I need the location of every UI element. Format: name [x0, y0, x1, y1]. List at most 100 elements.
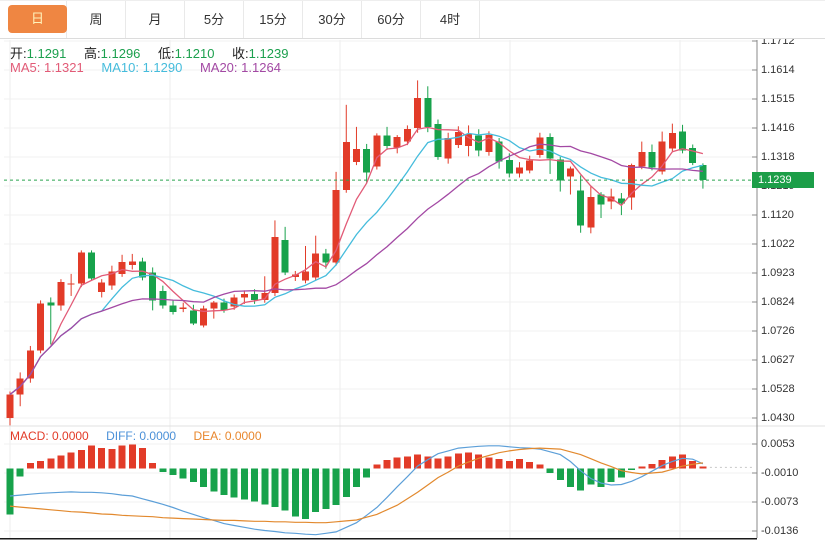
macd-bar: [26, 462, 34, 469]
candle-up: [128, 261, 136, 266]
macd-bar: [37, 461, 45, 469]
tab-day[interactable]: 日: [8, 5, 67, 33]
macd-bar: [607, 468, 615, 483]
tab-15min[interactable]: 15分: [244, 1, 303, 38]
tab-week[interactable]: 周: [67, 1, 126, 38]
candle-up: [57, 282, 65, 306]
candle-down: [495, 141, 503, 162]
candle-up: [658, 141, 666, 172]
candle-up: [240, 293, 248, 298]
macd-bar: [251, 468, 259, 502]
macd-bar: [373, 464, 381, 469]
dea-line: [9, 447, 703, 524]
candle-down: [220, 302, 228, 311]
candle-up: [210, 302, 218, 309]
candle-down: [424, 97, 432, 127]
price-axis-label: 1.0923: [761, 267, 795, 279]
timeframe-tabbar: 日 周 月 5分 15分 30分 60分 4时: [0, 1, 825, 39]
macd-bar: [128, 444, 136, 469]
macd-bar: [108, 449, 116, 469]
macd-bar: [189, 468, 197, 483]
macd-bar: [465, 452, 473, 469]
macd-bar: [628, 468, 636, 471]
macd-bar: [617, 468, 625, 478]
macd-bar: [281, 468, 289, 511]
macd-bar: [495, 459, 503, 469]
gridlines: [0, 40, 825, 538]
diff-value-readout: DIFF: 0.0000: [106, 429, 177, 443]
price-axis: [0, 40, 758, 540]
ma20-readout: MA20: 1.1264: [199, 60, 281, 75]
price-axis-label: 1.1614: [761, 64, 795, 76]
current-price-badge: 1.1239: [752, 172, 814, 188]
macd-bar: [6, 468, 14, 515]
candle-up: [373, 135, 381, 167]
tab-60min[interactable]: 60分: [362, 1, 421, 38]
candle-up: [638, 151, 646, 167]
candle-up: [485, 135, 493, 152]
price-axis-label: 1.1120: [761, 209, 794, 221]
macd-bar: [658, 460, 666, 469]
macd-bar: [169, 468, 177, 475]
candle-up: [179, 307, 187, 310]
macd-bar: [77, 449, 85, 469]
tab-4hour[interactable]: 4时: [421, 1, 480, 38]
macd-bar: [342, 468, 350, 497]
macd-bar: [403, 456, 411, 469]
ma20-line: [9, 143, 703, 396]
macd-bar: [546, 468, 554, 473]
ohlc-readout: 开:1.1291 高:1.1296 低:1.1210 收:1.1239: [10, 43, 302, 62]
candle-up: [302, 271, 310, 281]
macd-axis-label: -0.0010: [761, 467, 799, 479]
candle-up: [414, 97, 422, 128]
diff-line: [9, 445, 704, 536]
candle-down: [475, 135, 483, 151]
tab-30min[interactable]: 30分: [303, 1, 362, 38]
candle-down: [434, 123, 442, 157]
macd-bar: [118, 445, 126, 469]
candle-up: [352, 148, 360, 163]
close-readout: 收:1.1239: [232, 46, 289, 61]
candle-up: [403, 129, 411, 142]
candle-up: [200, 308, 208, 326]
tab-5min[interactable]: 5分: [185, 1, 244, 38]
candle-down: [159, 290, 167, 306]
candle-down: [505, 159, 513, 174]
macd-bar: [67, 452, 75, 469]
candle-up: [444, 138, 452, 159]
macd-bar: [149, 462, 157, 469]
macd-bar: [291, 468, 299, 517]
candle-down: [88, 252, 96, 279]
macd-bar: [526, 461, 534, 469]
candle-down: [617, 198, 625, 204]
macd-bar: [210, 468, 218, 492]
candle-up: [668, 132, 676, 149]
macd-bar: [16, 468, 24, 477]
candle-up: [628, 165, 636, 198]
candle-up: [271, 236, 279, 294]
price-axis-label: 1.1416: [761, 122, 795, 134]
macd-bar: [638, 466, 646, 469]
macd-bar: [444, 456, 452, 469]
macd-bar: [393, 457, 401, 469]
price-axis-label: 1.1515: [761, 93, 795, 105]
macd-bar: [475, 454, 483, 469]
macd-bar: [200, 468, 208, 487]
macd-axis-label: 0.0053: [761, 438, 795, 450]
candle-down: [689, 148, 697, 164]
candles-group: [6, 80, 707, 426]
candle-down: [149, 272, 157, 301]
macd-bar: [88, 445, 96, 469]
macd-bar: [679, 454, 687, 469]
candle-up: [465, 134, 473, 146]
candle-up: [454, 132, 462, 146]
ma10-readout: MA10: 1.1290: [101, 60, 183, 75]
macd-bar: [454, 453, 462, 469]
macd-bar: [556, 468, 564, 480]
macd-bar: [179, 468, 187, 479]
tab-month[interactable]: 月: [126, 1, 185, 38]
candle-down: [577, 190, 585, 226]
ma-readout: MA5: 1.1321 MA10: 1.1290 MA20: 1.1264: [10, 60, 295, 75]
macd-bar: [352, 468, 360, 487]
